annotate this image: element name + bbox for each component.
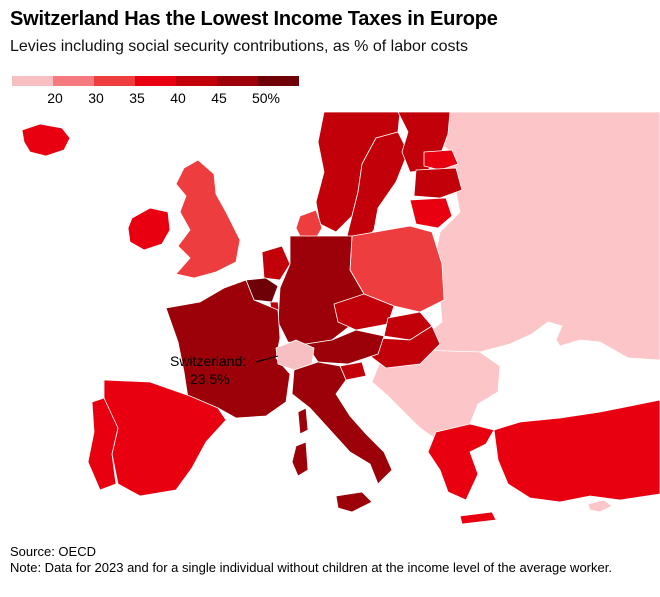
country-lithuania xyxy=(409,197,453,229)
legend-swatch-1 xyxy=(12,76,53,86)
country-ireland xyxy=(127,207,171,251)
legend-labels: 20 30 35 40 45 50% xyxy=(12,90,312,108)
map-svg: Switzerland: 23.5% xyxy=(21,112,660,525)
legend-swatch-4 xyxy=(135,76,176,86)
source-text: Source: OECD xyxy=(10,544,96,559)
legend-label-35: 35 xyxy=(129,90,145,106)
region-russia-ukraine-belarus xyxy=(419,112,660,361)
black-sea xyxy=(500,360,650,418)
legend-label-45: 45 xyxy=(211,90,227,106)
annotation-label: Switzerland: xyxy=(170,353,246,369)
country-netherlands xyxy=(261,245,291,281)
chart-title: Switzerland Has the Lowest Income Taxes … xyxy=(10,8,498,30)
country-iceland xyxy=(21,123,71,157)
legend-label-50: 50% xyxy=(251,90,281,106)
region-cyprus xyxy=(587,499,613,513)
legend-color-bar xyxy=(12,76,312,86)
country-estonia xyxy=(423,149,459,171)
country-italy-sicily xyxy=(335,491,373,513)
legend-swatch-6 xyxy=(217,76,258,86)
country-uk xyxy=(175,159,241,279)
country-greece-crete xyxy=(459,511,497,525)
legend-swatch-5 xyxy=(176,76,217,86)
legend-label-30: 30 xyxy=(88,90,104,106)
chart-subtitle: Levies including social security contrib… xyxy=(10,38,468,55)
country-hungary xyxy=(369,325,441,369)
legend-label-40: 40 xyxy=(170,90,186,106)
annotation-value: 23.5% xyxy=(190,371,230,387)
europe-map: Switzerland: 23.5% xyxy=(0,112,660,530)
legend-swatch-2 xyxy=(53,76,94,86)
country-france xyxy=(165,279,291,419)
legend-label-20: 20 xyxy=(47,90,63,106)
country-turkey xyxy=(493,399,660,503)
legend-swatch-7 xyxy=(258,76,299,86)
country-greece xyxy=(427,423,495,501)
note-text: Note: Data for 2023 and for a single ind… xyxy=(10,560,612,575)
legend: 20 30 35 40 45 50% xyxy=(12,76,312,110)
country-italy xyxy=(291,361,393,485)
country-latvia xyxy=(413,167,463,199)
annotation-leader-line xyxy=(255,355,279,363)
country-austria xyxy=(305,329,385,365)
country-france-corsica xyxy=(297,407,309,435)
country-portugal xyxy=(87,397,119,491)
legend-swatch-3 xyxy=(94,76,135,86)
country-italy-sardinia xyxy=(291,441,309,477)
